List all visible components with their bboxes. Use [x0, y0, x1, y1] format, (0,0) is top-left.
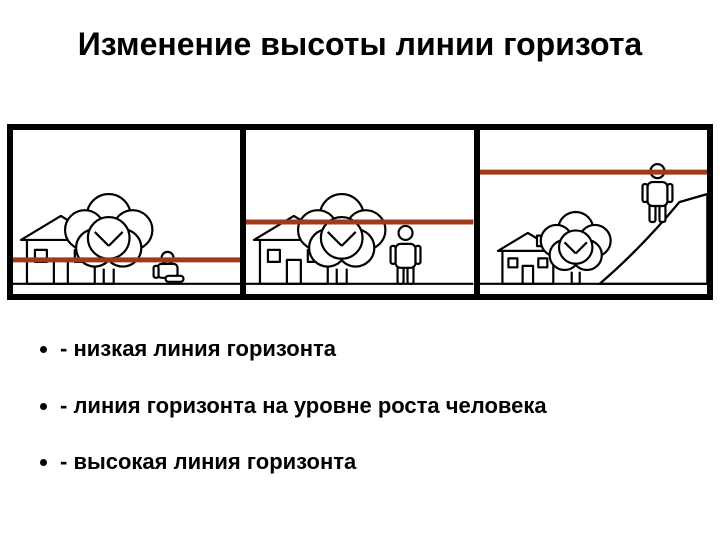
bullet-item: - высокая линия горизонта [60, 448, 680, 477]
panel-low [13, 130, 240, 294]
panel-strip [7, 124, 713, 300]
bullet-item: - линия горизонта на уровне роста челове… [60, 392, 680, 421]
panel-high [480, 130, 707, 294]
bullet-list: - низкая линия горизонта - линия горизон… [42, 335, 680, 505]
page-title: Изменение высоты линии горизота [0, 26, 720, 63]
panel-eye-level [246, 130, 473, 294]
bullet-item: - низкая линия горизонта [60, 335, 680, 364]
